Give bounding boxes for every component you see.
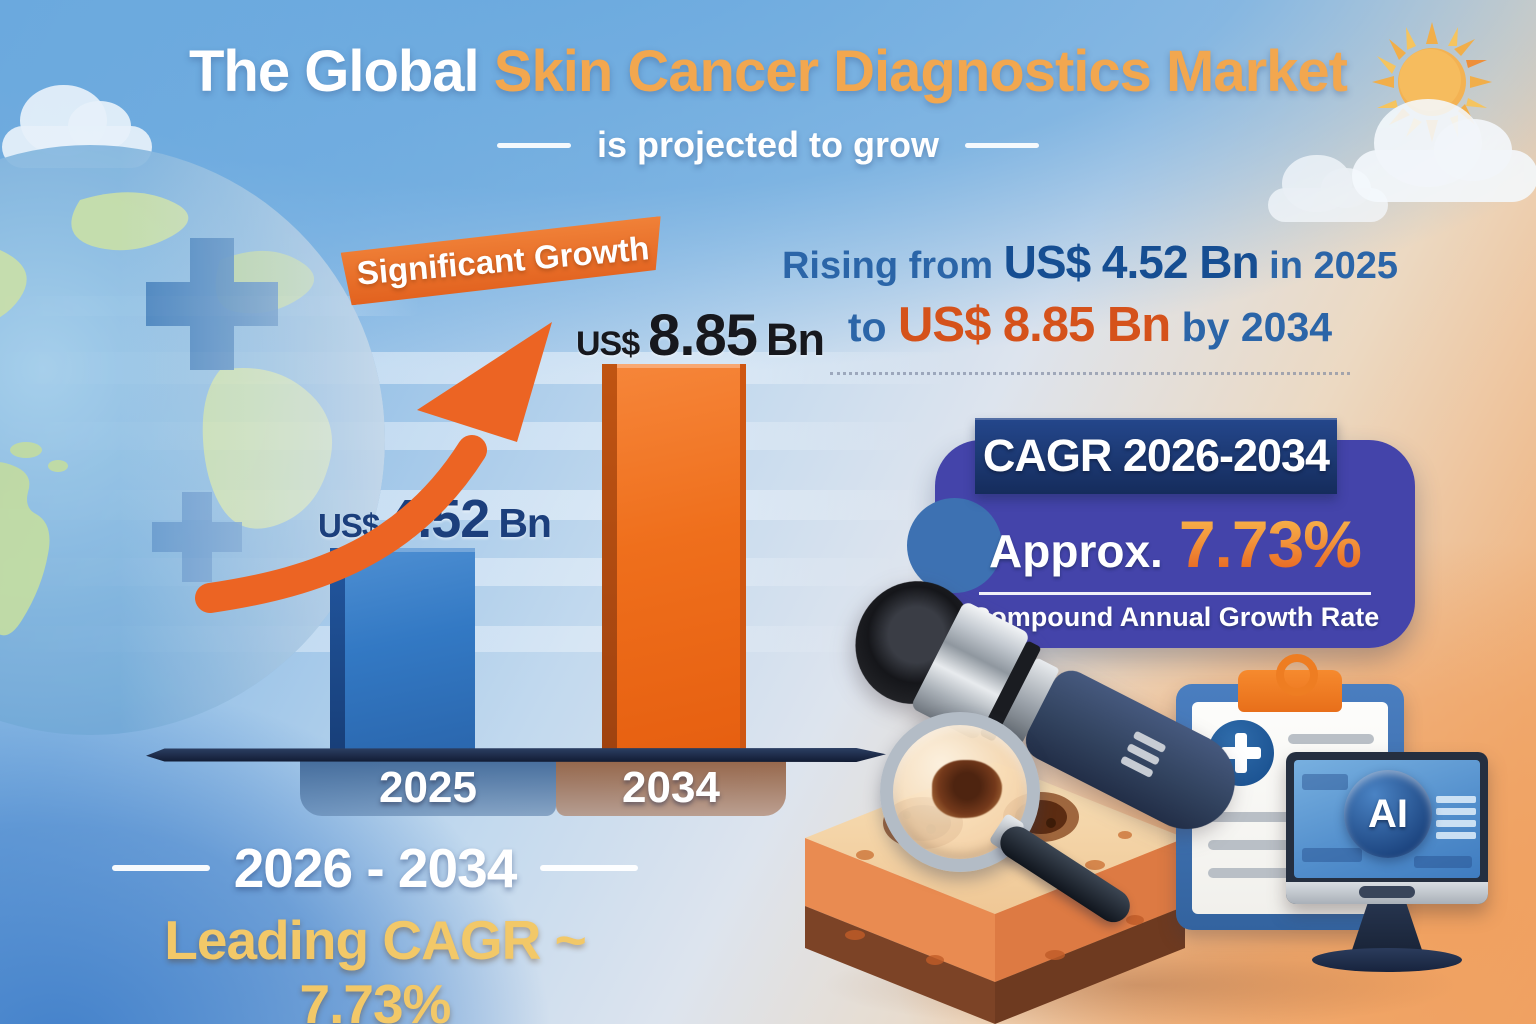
cagr-percent-value: 7.73% — [1178, 507, 1362, 581]
cloud-icon — [1268, 154, 1388, 222]
divider-dash — [965, 142, 1040, 148]
rising-line2-post: by 2034 — [1181, 304, 1333, 350]
rising-line-1: Rising from US$ 4.52 Bn in 2025 — [762, 234, 1418, 294]
unit-label: Bn — [498, 500, 552, 546]
year-label: 2034 — [622, 763, 720, 812]
cross-bar — [1235, 733, 1247, 773]
bar-bevel — [330, 548, 345, 756]
cagr-header-label: CAGR 2026-2034 — [982, 430, 1330, 481]
rising-line2-value: US$ 8.85 Bn — [898, 298, 1171, 352]
ai-badge-label: AI — [1368, 791, 1408, 836]
monitor-screen: AI — [1294, 760, 1480, 878]
cagr-card-header: CAGR 2026-2034 — [975, 418, 1337, 494]
dermatoscope-grip-marks — [1132, 730, 1167, 754]
title-highlight: Skin Cancer Diagnostics Market — [493, 39, 1348, 104]
screen-ui-bar — [1436, 796, 1476, 803]
cagr-card: CAGR 2026-2034 Approx. 7.73% Compound An… — [907, 418, 1415, 648]
divider-dash — [540, 865, 639, 871]
footer-period: 2026 - 2034 — [233, 837, 518, 899]
screen-ui-block — [1302, 848, 1362, 862]
paper-text-line — [1288, 734, 1374, 744]
rising-line-2: to US$ 8.85 Bn by 2034 — [762, 294, 1418, 358]
monitor-notch — [1359, 886, 1415, 898]
screen-ui-bar — [1436, 832, 1476, 839]
growth-arrow-icon — [195, 322, 552, 613]
rising-line1-value: US$ 4.52 Bn — [1003, 236, 1260, 288]
screen-ui-block — [1302, 774, 1348, 790]
divider-dash — [111, 865, 210, 871]
monitor-stand — [1352, 904, 1422, 950]
monitor-base — [1312, 948, 1462, 972]
footer-period-row: 2026 - 2034 — [85, 836, 665, 900]
amount-label: 8.85 — [648, 303, 758, 368]
clipboard-clip-ring — [1276, 654, 1318, 696]
rising-statement: Rising from US$ 4.52 Bn in 2025 to US$ 8… — [762, 234, 1418, 375]
bar-2025 — [330, 548, 475, 756]
rising-line1-pre: Rising from — [781, 245, 994, 287]
year-label: 2025 — [379, 763, 477, 812]
page-title: The Global Skin Cancer Diagnostics Marke… — [0, 38, 1536, 105]
cagr-value-row: Approx. 7.73% — [935, 506, 1415, 582]
magnified-mole — [932, 760, 1002, 818]
bar-bevel — [602, 364, 617, 756]
subtitle-row: is projected to grow — [0, 124, 1536, 166]
rising-line2-pre: to — [847, 304, 887, 350]
approx-label: Approx. — [989, 525, 1163, 577]
currency-label: US$ — [576, 325, 640, 363]
cagr-caption: Compound Annual Growth Rate — [970, 602, 1380, 632]
bar-2034 — [602, 364, 746, 756]
screen-ui-bar — [1436, 808, 1476, 815]
footer-period-block: 2026 - 2034 Leading CAGR ~ 7.73% — [85, 836, 665, 1024]
unit-label: Bn — [766, 314, 825, 365]
rising-line1-post: in 2025 — [1269, 245, 1399, 287]
paper-text-line — [1208, 840, 1358, 850]
paper-text-line — [1208, 868, 1358, 878]
dotted-divider — [830, 372, 1350, 375]
screen-ui-block — [1414, 856, 1472, 868]
chart-baseline-platform — [146, 748, 886, 762]
divider-dash — [496, 142, 571, 148]
bar-value-2034: US$ 8.85 Bn — [576, 302, 825, 369]
ai-monitor-icon: AI — [1286, 752, 1488, 978]
year-panel-2034: 2034 — [556, 760, 786, 816]
magnifier-icon — [880, 712, 1137, 929]
subtitle: is projected to grow — [596, 124, 940, 165]
footer-leading-cagr: Leading CAGR ~ 7.73% — [164, 909, 586, 1024]
ai-badge: AI — [1344, 770, 1432, 858]
year-panel-2025: 2025 — [300, 760, 556, 816]
title-prefix: The Global — [188, 39, 480, 104]
paper-text-line — [1208, 812, 1358, 822]
card-divider — [979, 592, 1371, 595]
screen-ui-bar — [1436, 820, 1476, 827]
